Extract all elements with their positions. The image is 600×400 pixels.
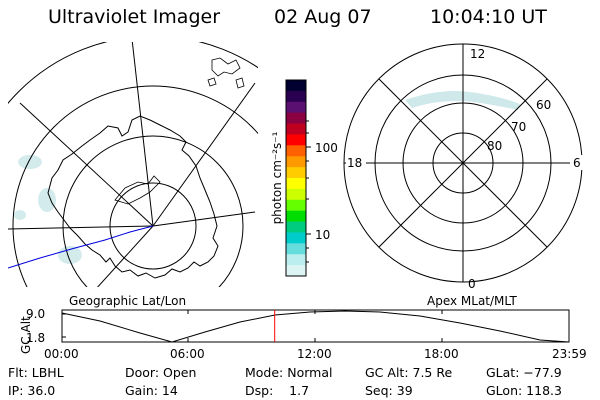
gc-alt-info: GC Alt: 7.5 Re <box>365 365 453 380</box>
door-info: Door: Open <box>125 365 197 380</box>
colorbar <box>286 80 306 277</box>
antarctica-coastline <box>47 115 219 279</box>
timeline-frame <box>61 309 570 343</box>
meridian-6 <box>97 225 154 287</box>
timeline-ytick-9: 9.0 <box>26 307 46 321</box>
meridian-4 <box>152 211 256 227</box>
lat-circle-3 <box>12 85 258 287</box>
timeline-ytick-1-8: 1.8 <box>26 331 46 345</box>
colorbar-segment <box>286 178 306 190</box>
apex-caption: Apex MLat/MLT <box>427 294 517 308</box>
geographic-map <box>8 42 258 287</box>
mlat-label-60: 60 <box>536 98 552 112</box>
colorbar-segment <box>286 210 306 223</box>
coastline-islands <box>207 57 245 89</box>
seq-info: Seq: 39 <box>365 383 413 398</box>
meridian-5 <box>8 225 154 230</box>
dsp-info: Dsp: 1.7 <box>245 383 310 398</box>
timeline-xtick-18: 18:00 <box>424 347 459 361</box>
aurora-emission-left <box>14 155 82 264</box>
meridian-2 <box>131 42 154 227</box>
apex-mlat-mlt-plot <box>343 43 583 283</box>
colorbar-segment <box>286 145 306 157</box>
lat-circle-2 <box>62 135 244 287</box>
colorbar-tick-100: 100 <box>315 141 338 155</box>
timeline-xtick-0: 00:00 <box>44 347 79 361</box>
timeline-xtick-end: 23:59 <box>552 347 587 361</box>
glon-info: GLon: 118.3 <box>486 383 562 398</box>
colorbar-segment <box>286 90 306 103</box>
colorbar-segment <box>286 134 306 146</box>
mode-info: Mode: Normal <box>245 365 333 380</box>
mlt-line-diag-2 <box>378 78 548 248</box>
colorbar-tick-10: 10 <box>315 228 331 242</box>
mlt-labels <box>346 47 584 170</box>
colorbar-segment <box>286 199 306 212</box>
colorbar-segment <box>286 265 306 277</box>
timeline-xtick-6: 06:00 <box>170 347 205 361</box>
lat-circle-1 <box>109 182 197 270</box>
colorbar-ticks <box>306 120 311 263</box>
date-label: 02 Aug 07 <box>274 6 372 28</box>
ip-info: IP: 36.0 <box>8 383 56 398</box>
mlt-label-18: 18 <box>347 156 363 170</box>
colorbar-segment <box>286 167 306 179</box>
colorbar-segment <box>286 188 306 201</box>
timeline-ticks <box>61 310 443 342</box>
mlt-label-0: 0 <box>468 277 476 291</box>
gain-info: Gain: 14 <box>125 383 178 398</box>
colorbar-segment <box>286 123 306 135</box>
filter-info: Flt: LBHL <box>8 365 64 380</box>
meridian-3 <box>152 82 256 227</box>
colorbar-segment <box>286 101 306 114</box>
glat-info: GLat: −77.9 <box>486 365 562 380</box>
meridian-1 <box>19 102 154 227</box>
colorbar-segment <box>286 221 306 233</box>
mlt-label-6: 6 <box>573 156 581 170</box>
mlat-label-70: 70 <box>511 120 527 134</box>
mlat-label-80: 80 <box>487 139 503 153</box>
time-label: 10:04:10 UT <box>430 6 547 28</box>
colorbar-segment <box>286 243 306 255</box>
colorbar-segment <box>286 254 306 266</box>
mlt-label-12: 12 <box>470 47 486 61</box>
colorbar-segment <box>286 112 306 125</box>
gc-altitude-curve <box>61 310 570 343</box>
timeline-xtick-12: 12:00 <box>297 347 332 361</box>
satellite-track <box>8 225 154 269</box>
colorbar-segment <box>286 156 306 168</box>
instrument-title: Ultraviolet Imager <box>48 6 221 28</box>
gc-altitude-timeline <box>61 309 570 343</box>
geographic-caption: Geographic Lat/Lon <box>69 294 187 308</box>
colorbar-segment <box>286 80 306 92</box>
colorbar-segment <box>286 232 306 244</box>
colorbar-unit-label: photon cm⁻²s⁻¹ <box>270 131 284 225</box>
